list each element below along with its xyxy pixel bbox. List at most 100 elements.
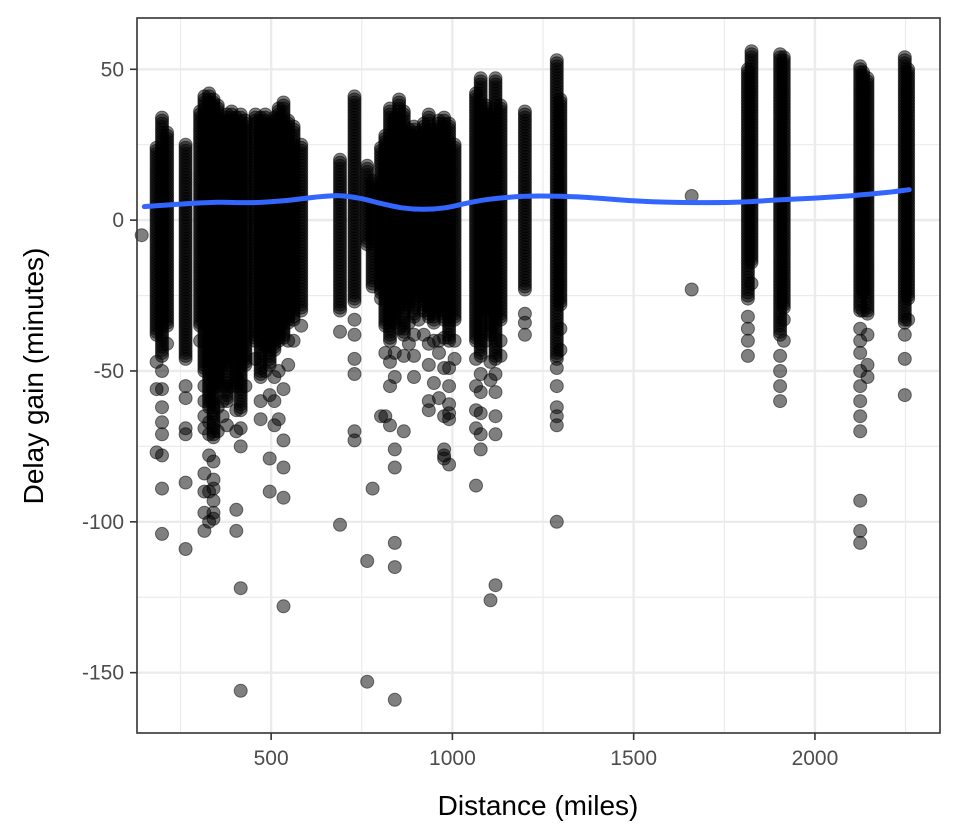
data-point <box>853 493 868 508</box>
data-point <box>549 418 564 433</box>
data-point <box>178 379 193 394</box>
data-point <box>233 683 248 698</box>
data-point <box>432 345 446 360</box>
data-point <box>365 481 380 496</box>
data-point <box>360 674 375 689</box>
data-point <box>684 282 699 297</box>
data-point <box>155 400 169 415</box>
data-point <box>901 62 916 77</box>
data-point <box>276 95 291 110</box>
data-point <box>253 412 268 427</box>
x-axis-title: Distance (miles) <box>438 790 639 821</box>
data-point <box>276 599 291 614</box>
data-point <box>897 327 912 342</box>
data-point <box>387 442 402 457</box>
data-point <box>178 391 193 406</box>
data-point <box>549 361 564 375</box>
data-point <box>387 560 402 575</box>
data-point <box>488 427 503 442</box>
data-point <box>421 357 436 372</box>
data-point <box>549 53 564 68</box>
data-point <box>155 448 169 463</box>
data-point <box>493 333 508 348</box>
data-point <box>360 554 375 568</box>
data-point <box>473 427 488 442</box>
data-point <box>442 116 457 131</box>
data-point <box>206 481 221 496</box>
data-point <box>294 318 309 333</box>
data-point <box>776 333 791 348</box>
data-point <box>206 511 221 526</box>
data-point <box>387 460 402 475</box>
data-point <box>360 158 375 173</box>
data-point <box>392 92 407 107</box>
data-point <box>473 71 488 86</box>
data-point <box>333 517 347 532</box>
data-point <box>740 309 755 324</box>
x-tick-label: 500 <box>254 747 289 770</box>
data-point <box>860 327 875 342</box>
y-axis-title: Delay gain (minutes) <box>18 248 49 505</box>
data-point <box>853 424 868 439</box>
data-point <box>517 327 532 342</box>
data-point <box>773 379 788 394</box>
data-point <box>383 418 397 433</box>
data-point <box>853 535 868 550</box>
data-point <box>387 692 402 707</box>
data-point <box>233 421 248 436</box>
data-point <box>740 348 755 363</box>
data-point <box>233 581 248 596</box>
y-tick-label: 0 <box>112 209 124 232</box>
y-tick-label: -150 <box>82 662 124 685</box>
data-point <box>333 152 347 167</box>
data-point <box>488 578 503 593</box>
data-point <box>426 376 441 390</box>
data-point <box>347 89 362 104</box>
data-point <box>553 342 568 357</box>
data-point <box>276 382 291 397</box>
data-point <box>488 409 503 424</box>
data-point <box>421 403 436 418</box>
data-point <box>155 526 169 541</box>
data-point <box>155 110 169 125</box>
data-point <box>155 481 169 496</box>
data-point <box>178 542 193 556</box>
data-point <box>347 367 362 381</box>
data-point <box>396 424 411 439</box>
data-point <box>483 593 498 608</box>
data-point <box>860 357 875 372</box>
data-point <box>901 312 916 327</box>
data-point <box>740 321 755 336</box>
data-point <box>229 502 244 517</box>
data-point <box>773 364 788 378</box>
data-point <box>155 364 169 378</box>
data-point <box>238 379 253 394</box>
data-point <box>281 357 296 372</box>
data-point <box>776 312 791 327</box>
data-point <box>488 71 503 86</box>
data-point <box>387 370 402 384</box>
data-point <box>740 333 755 348</box>
data-point <box>447 351 462 366</box>
x-tick-label: 1000 <box>429 747 476 770</box>
data-point <box>493 348 508 363</box>
data-point <box>160 336 175 351</box>
data-point <box>276 433 291 448</box>
data-point <box>473 385 488 400</box>
data-point <box>897 50 912 65</box>
data-point <box>553 92 568 107</box>
y-tick-label: 50 <box>101 58 124 81</box>
y-tick-label: -100 <box>82 511 124 534</box>
data-point <box>155 382 169 397</box>
data-point <box>178 475 193 490</box>
data-point <box>267 394 282 409</box>
data-point <box>860 370 875 384</box>
data-point <box>853 345 868 360</box>
data-point <box>276 490 291 505</box>
data-point <box>347 327 362 342</box>
data-point <box>286 119 301 134</box>
data-point <box>160 125 175 140</box>
data-point <box>473 406 488 421</box>
data-point <box>206 493 221 508</box>
data-point <box>493 98 508 113</box>
